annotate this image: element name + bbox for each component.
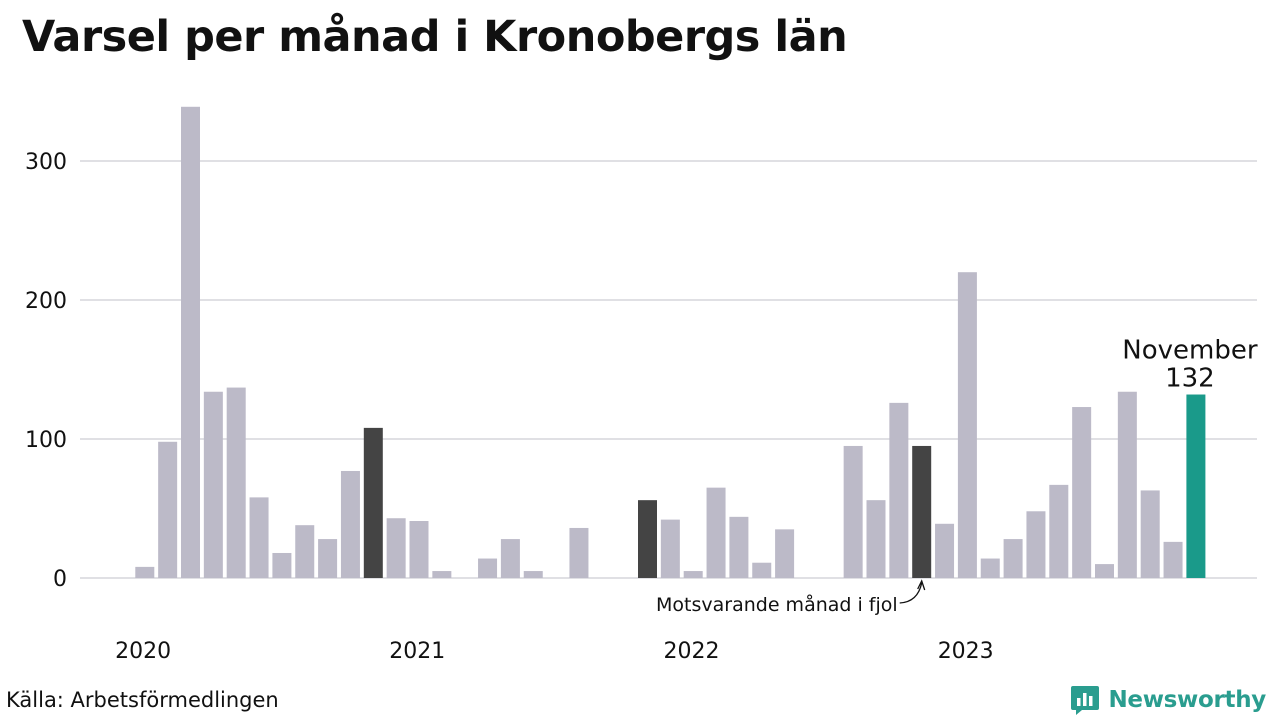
bar [729, 516, 749, 578]
highlight-month-label: November [1122, 336, 1258, 366]
bar [203, 391, 223, 578]
y-tick-label: 300 [25, 150, 67, 175]
chart-title: Varsel per månad i Kronobergs län [22, 12, 848, 62]
bar [660, 519, 680, 578]
bar [980, 558, 1000, 578]
bar [135, 566, 155, 578]
bar-comparison [912, 445, 932, 578]
bar [569, 527, 589, 578]
annotation-arrowhead [917, 579, 926, 591]
bar [249, 497, 269, 578]
annotation-arrow [899, 582, 923, 604]
comparison-annotation: Motsvarande månad i fjol [656, 593, 898, 616]
bar [1095, 564, 1114, 578]
bar [500, 539, 520, 578]
bars [135, 106, 1206, 578]
brand-name: Newsworthy [1108, 687, 1266, 713]
y-tick-label: 0 [53, 567, 67, 592]
bar [432, 571, 452, 578]
bar [1117, 391, 1137, 578]
bar [318, 539, 338, 578]
bar [1140, 490, 1160, 578]
bar [226, 387, 246, 578]
y-tick-label: 100 [25, 428, 67, 453]
bar [935, 523, 955, 578]
bar [683, 571, 703, 578]
bar [295, 525, 315, 578]
bar-highlight [1186, 394, 1206, 578]
bar [706, 487, 726, 578]
bar [889, 402, 909, 578]
bar [1003, 539, 1023, 578]
bar [957, 272, 977, 578]
bar [386, 518, 406, 578]
bar [1026, 511, 1046, 578]
bar [1072, 407, 1092, 578]
bar [1049, 484, 1069, 578]
bar-comparison [363, 427, 383, 578]
bar [272, 552, 292, 578]
bar [1163, 541, 1183, 578]
bar [752, 562, 772, 578]
y-tick-label: 200 [25, 289, 67, 314]
highlight-value-label: 132 [1165, 364, 1215, 394]
x-tick-label: 2022 [664, 639, 720, 664]
bar-comparison [638, 500, 657, 578]
source-note: Källa: Arbetsförmedlingen [6, 688, 279, 712]
brand: Newsworthy [1070, 684, 1266, 716]
bar [181, 106, 200, 578]
bar [340, 470, 360, 578]
x-tick-label: 2020 [115, 639, 171, 664]
bar [158, 441, 178, 578]
x-tick-label: 2021 [389, 639, 445, 664]
bar [775, 529, 795, 578]
bar [523, 571, 543, 578]
bar [866, 500, 886, 578]
newsworthy-logo-icon [1071, 686, 1100, 715]
bar [843, 445, 863, 578]
bar [478, 558, 498, 578]
axis-labels: 0 100 200 300 2020 2021 2022 2023 [25, 150, 994, 664]
x-tick-label: 2023 [938, 639, 994, 664]
bar [409, 521, 429, 578]
